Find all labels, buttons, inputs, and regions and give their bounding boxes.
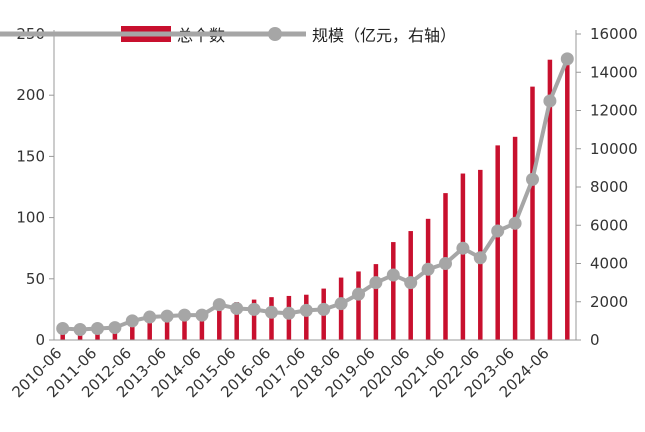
line-marker [456, 241, 470, 255]
line-marker [160, 309, 174, 323]
line-marker [369, 276, 383, 290]
bar [565, 58, 570, 340]
bar [547, 59, 553, 340]
line-marker [352, 287, 365, 301]
bar [130, 319, 135, 340]
right-tick-label: 10000 [590, 140, 638, 158]
bar [373, 264, 379, 340]
left-tick-label: 50 [26, 270, 45, 288]
right-tick-label: 4000 [590, 255, 628, 273]
line-marker [491, 224, 505, 238]
bar [199, 309, 205, 340]
line-marker [178, 308, 191, 322]
line-marker [386, 268, 400, 282]
line-marker [508, 216, 522, 230]
line-marker [195, 308, 209, 322]
line-marker [560, 52, 574, 66]
bar [147, 314, 152, 340]
bar [217, 306, 222, 340]
legend-swatch-marker [268, 27, 282, 41]
left-tick-label: 100 [16, 209, 45, 227]
bar-series [60, 58, 570, 340]
bar [182, 311, 187, 340]
right-axis: 0 2000 4000 6000 8000 10000 12000 14000 16000 [575, 25, 638, 349]
line-marker [143, 310, 157, 324]
right-tick-label: 12000 [590, 102, 638, 120]
line-marker [317, 302, 331, 316]
right-tick-label: 14000 [590, 63, 638, 81]
left-axis: 050100150200250 [16, 25, 55, 349]
right-tick-label: 2000 [590, 293, 628, 311]
line-marker [247, 302, 261, 316]
bar [304, 294, 309, 340]
line-marker [526, 172, 539, 186]
bar [495, 145, 500, 340]
line-marker [543, 94, 557, 108]
legend: 总个数 规模（亿元，右轴） [0, 26, 456, 45]
left-tick-label: 150 [16, 147, 45, 165]
line-marker [265, 305, 278, 319]
right-tick-label: 0 [590, 331, 600, 349]
line-marker [125, 314, 139, 328]
right-tick-label: 16000 [590, 25, 638, 43]
line-marker [56, 322, 70, 336]
left-tick-label: 0 [35, 331, 45, 349]
line-marker [404, 276, 418, 290]
line-marker [439, 257, 452, 270]
legend-label-line: 规模（亿元，右轴） [312, 26, 456, 45]
line-marker [299, 303, 313, 317]
line-marker [230, 301, 244, 315]
left-tick-label: 200 [16, 86, 45, 104]
bar [512, 136, 518, 340]
line-path [62, 58, 570, 332]
bar [530, 86, 535, 340]
line-marker [73, 322, 87, 336]
line-marker [212, 298, 226, 312]
right-tick-label: 6000 [590, 216, 628, 234]
line-marker [91, 322, 104, 336]
line-marker [282, 306, 296, 320]
bar [251, 299, 257, 340]
line-marker [108, 321, 122, 335]
bar [460, 173, 466, 340]
line-marker [473, 251, 487, 265]
line-marker [421, 262, 435, 276]
bar [234, 302, 239, 340]
bar [356, 271, 361, 340]
bar [391, 242, 396, 340]
line-series [56, 52, 574, 336]
x-axis: 2010-062011-062012-062013-062014-062015-… [8, 339, 576, 401]
line-marker [334, 297, 348, 311]
bar [164, 313, 170, 340]
right-tick-label: 8000 [590, 178, 628, 196]
bar [60, 330, 65, 340]
bar [425, 218, 431, 340]
